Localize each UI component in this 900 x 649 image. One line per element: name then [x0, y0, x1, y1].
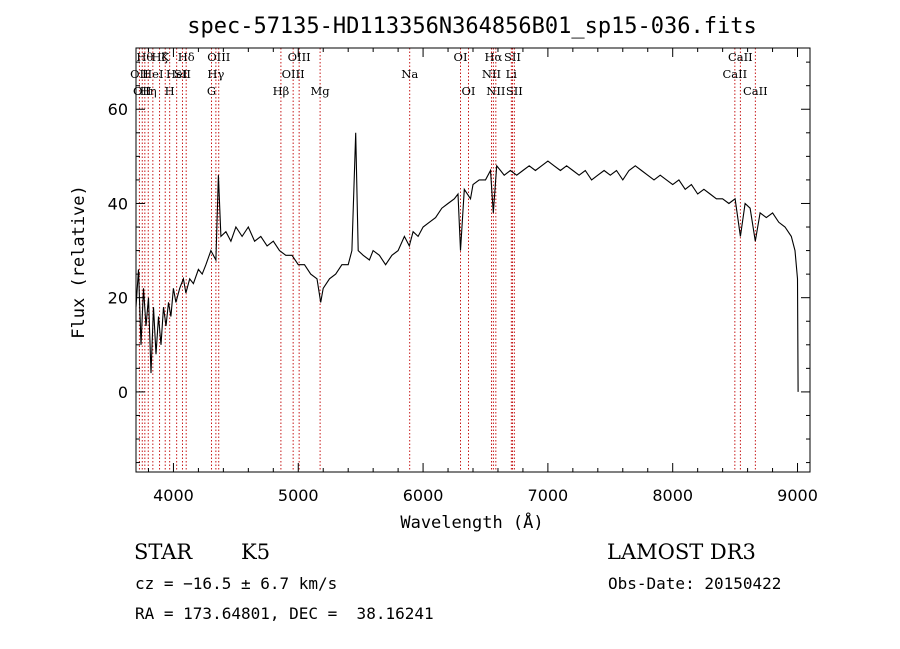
plot-frame	[135, 47, 811, 473]
x-tick-label: 4000	[153, 486, 194, 505]
line-label-20: OI	[462, 84, 476, 98]
line-label-6: K	[161, 50, 170, 64]
y-tick-label: 0	[118, 383, 128, 402]
line-label-26: SII	[506, 84, 523, 98]
x-axis-label: Wavelength (Å)	[400, 511, 543, 533]
x-axis-ticks: 4000 5000 6000 7000 8000 9000	[147, 48, 818, 505]
line-label-14: Hβ	[273, 84, 290, 98]
line-label-9: SII	[174, 67, 191, 81]
line-label-28: CaII	[728, 50, 753, 64]
spectral-line-labels: OIIOIIHθHηHeIHζKHHeISIIHδGHγOIIIHβOIIIOI…	[130, 50, 768, 98]
redshift-readout: cz = −16.5 ± 6.7 km/s	[135, 574, 338, 593]
line-label-12: Hγ	[207, 67, 224, 81]
line-label-2: Hθ	[136, 50, 153, 64]
line-label-24: Li	[506, 67, 518, 81]
ra-dec-readout: RA = 173.64801, DEC = 38.16241	[135, 604, 434, 623]
line-label-1: OII	[133, 84, 152, 98]
line-label-23: NII	[486, 84, 505, 98]
line-label-3: Hη	[140, 84, 157, 98]
line-label-5: Hζ	[151, 50, 167, 64]
line-label-18: Na	[401, 67, 418, 81]
line-label-19: OI	[454, 50, 468, 64]
line-label-29: CaII	[743, 84, 768, 98]
y-tick-label: 20	[108, 289, 128, 308]
object-class: STAR	[134, 540, 193, 564]
y-tick-label: 40	[108, 194, 128, 213]
x-tick-label: 7000	[528, 486, 569, 505]
line-label-0: OII	[130, 67, 149, 81]
x-tick-label: 6000	[403, 486, 444, 505]
line-label-17: Mg	[311, 84, 331, 98]
line-label-7: H	[165, 84, 175, 98]
line-label-16: OIII	[288, 50, 311, 64]
x-tick-label: 9000	[777, 486, 818, 505]
x-tick-label: 5000	[278, 486, 319, 505]
line-label-15: OIII	[282, 67, 305, 81]
y-axis-label: Flux (relative)	[69, 185, 89, 339]
spectral-line-markers	[138, 48, 756, 472]
y-axis-ticks: 0 20 40 60	[108, 61, 810, 464]
line-label-11: G	[207, 84, 216, 98]
line-label-10: Hδ	[178, 50, 195, 64]
object-subclass: K5	[241, 540, 271, 564]
obs-date: Obs-Date: 20150422	[608, 574, 782, 593]
line-label-4: HeI	[142, 67, 163, 81]
chart-title: spec-57135-HD113356N364856B01_sp15-036.f…	[187, 14, 757, 39]
line-label-25: SII	[504, 50, 521, 64]
line-label-8: HeI	[166, 67, 187, 81]
spectrum-line	[135, 132, 799, 392]
line-label-22: Hα	[484, 50, 502, 64]
x-tick-label: 8000	[652, 486, 693, 505]
line-label-27: CaII	[722, 67, 747, 81]
line-label-21: NII	[482, 67, 501, 81]
survey-name: LAMOST DR3	[607, 540, 756, 564]
y-tick-label: 60	[108, 100, 128, 119]
line-label-13: OIII	[207, 50, 230, 64]
